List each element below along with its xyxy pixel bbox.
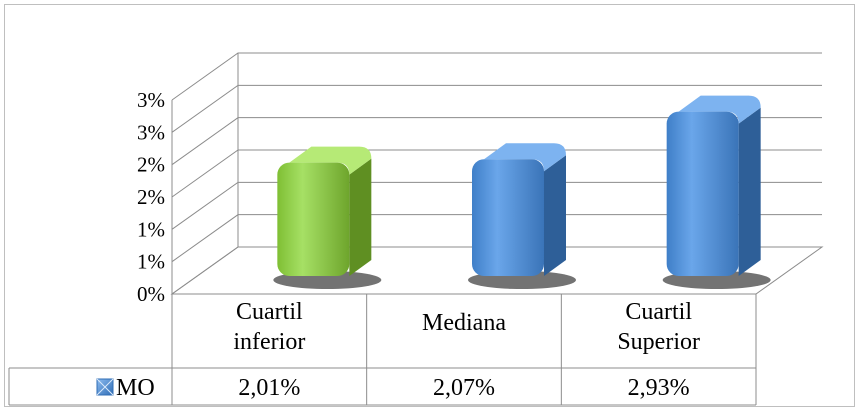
x-category-label: Mediana xyxy=(422,310,506,336)
data-value-label: 2,93% xyxy=(628,375,690,401)
data-table: Cuartil inferior Mediana Cuartil Superior MO 2… xyxy=(8,294,757,406)
bar xyxy=(273,146,382,289)
bars xyxy=(273,95,771,289)
bar xyxy=(468,143,576,289)
chart-walls xyxy=(170,52,824,295)
bar-side xyxy=(544,155,566,276)
y-tick-label: 0% xyxy=(137,282,165,306)
gridline xyxy=(171,52,822,101)
bar-side xyxy=(738,107,761,276)
x-category-label: Cuartil inferior xyxy=(233,299,305,355)
y-tick-label: 3% xyxy=(137,120,165,144)
y-tick-label: 1% xyxy=(137,217,165,241)
y-tick-label: 3% xyxy=(137,88,165,112)
y-axis-tick-labels: 0% 1% 1% 2% 2% 3% 3% xyxy=(137,88,165,306)
bar-top xyxy=(484,143,566,172)
bar-side xyxy=(349,158,372,276)
bar-top xyxy=(678,95,761,124)
y-tick-label: 1% xyxy=(137,250,165,274)
bar-front xyxy=(666,111,739,276)
legend-series-label: MO xyxy=(116,375,155,401)
bar xyxy=(662,95,771,289)
bar-front xyxy=(472,159,544,276)
bar-top xyxy=(289,146,372,175)
chart-frame: 0% 1% 1% 2% 2% 3% 3% Cuartil inferior Mediana Cua… xyxy=(4,4,855,407)
legend-key-bevel xyxy=(96,378,114,396)
data-value-label: 2,07% xyxy=(433,375,495,401)
data-value-label: 2,01% xyxy=(238,375,300,401)
x-category-label: Cuartil Superior xyxy=(617,299,700,355)
y-tick-label: 2% xyxy=(137,185,165,209)
bar-front xyxy=(277,162,350,276)
y-tick-label: 2% xyxy=(137,153,165,177)
